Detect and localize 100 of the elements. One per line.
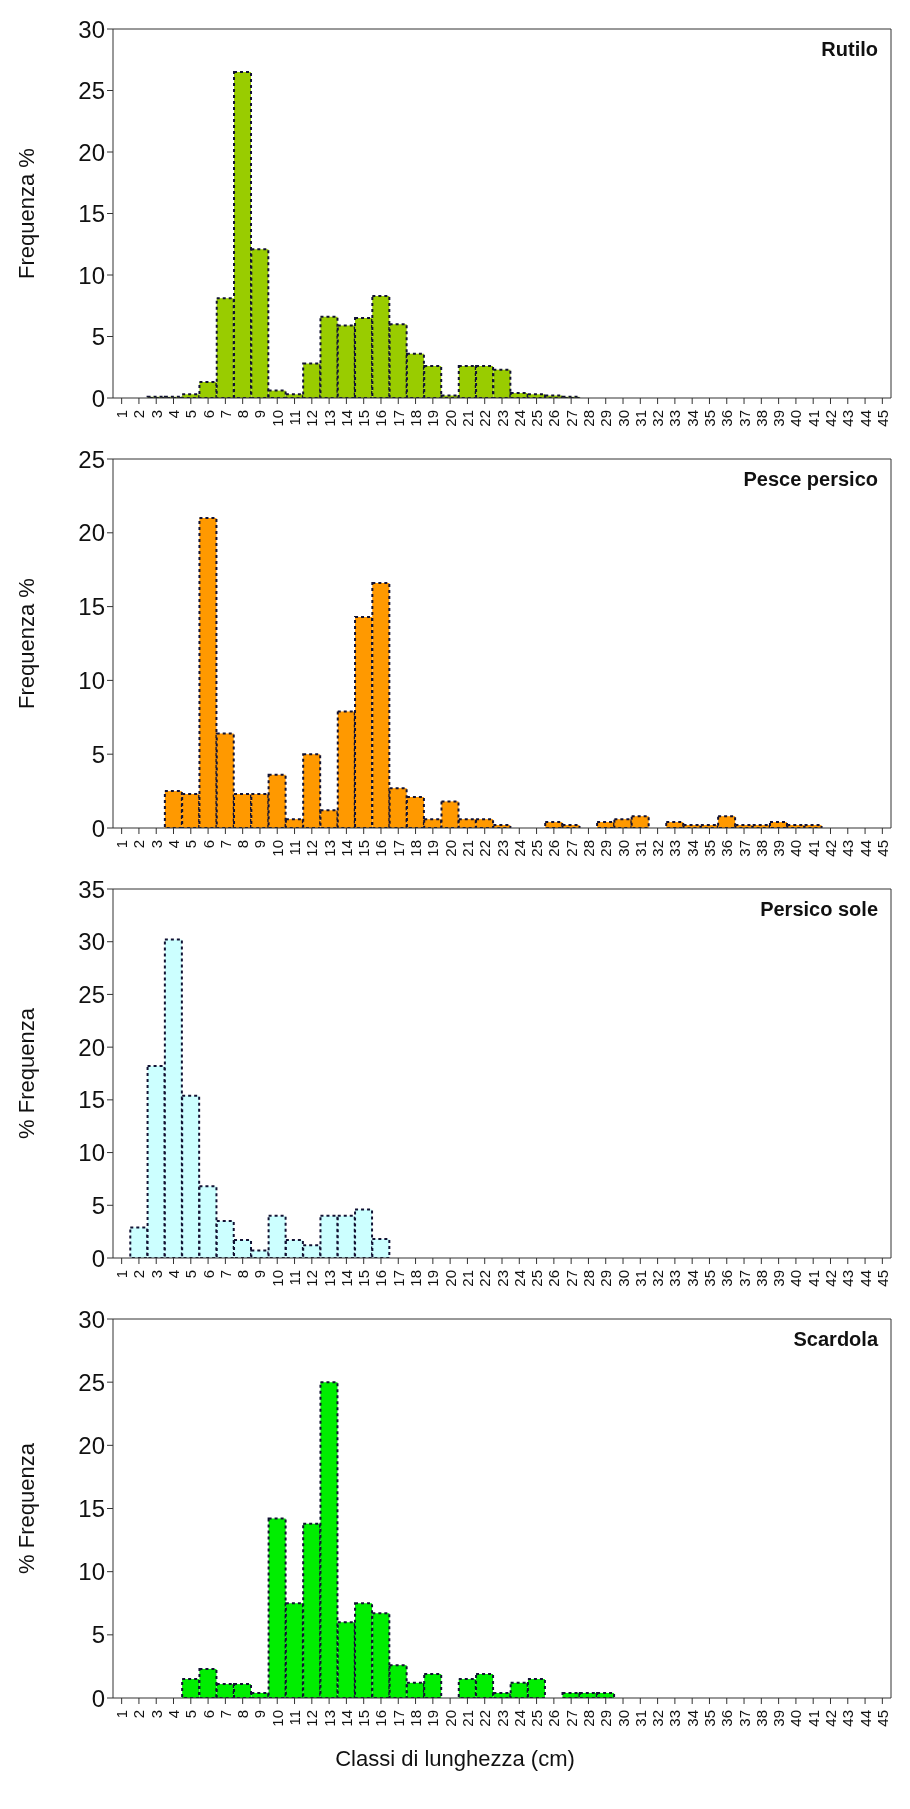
x-tick-label: 26 <box>545 840 563 857</box>
x-tick-label: 36 <box>718 1270 736 1287</box>
y-tick-label: 0 <box>91 1684 105 1712</box>
x-tick-label: 32 <box>649 410 667 427</box>
x-tick-label: 7 <box>216 1710 234 1719</box>
x-tick-label: 23 <box>493 410 511 427</box>
x-tick-label: 29 <box>597 840 615 857</box>
x-tick-label: 27 <box>562 1710 580 1727</box>
x-tick-label: 27 <box>562 840 580 857</box>
x-tick-label: 1 <box>113 1710 131 1719</box>
x-tick-label: 6 <box>199 840 217 849</box>
x-tick-label: 34 <box>683 1710 701 1727</box>
x-tick-label: 18 <box>407 1270 425 1287</box>
y-tick-label: 20 <box>78 1431 105 1459</box>
x-tick-label: 9 <box>251 410 269 419</box>
chart-title: Scardola <box>793 1328 878 1351</box>
x-tick-label: 41 <box>804 1270 822 1287</box>
y-axis-title: Frequenza % <box>13 578 39 709</box>
x-tick-label: 3 <box>147 840 165 849</box>
y-tick-label: 10 <box>78 666 105 694</box>
x-tick-label: 7 <box>216 840 234 849</box>
x-tick-label: 40 <box>787 1710 805 1727</box>
x-tick-label: 12 <box>303 1270 321 1287</box>
x-tick-label: 38 <box>752 1270 770 1287</box>
x-tick-label: 10 <box>268 1270 286 1287</box>
x-tick-label: 22 <box>476 410 494 427</box>
x-tick-label: 20 <box>441 1270 459 1287</box>
x-tick-label: 2 <box>130 1270 148 1279</box>
x-tick-label: 24 <box>510 1710 528 1727</box>
y-tick-label: 20 <box>78 138 105 166</box>
x-tick-label: 12 <box>303 410 321 427</box>
x-tick-label: 11 <box>286 410 304 426</box>
x-tick-label: 38 <box>752 1710 770 1727</box>
x-tick-label: 34 <box>683 840 701 857</box>
x-tick-label: 24 <box>510 840 528 857</box>
x-tick-label: 33 <box>666 1710 684 1727</box>
x-tick-label: 20 <box>441 410 459 427</box>
x-tick-label: 25 <box>528 410 546 427</box>
x-tick-label: 33 <box>666 840 684 857</box>
x-tick-label: 17 <box>389 1710 407 1727</box>
x-tick-label: 15 <box>355 840 373 857</box>
x-tick-label: 17 <box>389 410 407 427</box>
x-tick-label: 5 <box>182 410 200 419</box>
y-tick-label: 25 <box>78 1368 105 1396</box>
x-tick-label: 34 <box>683 1270 701 1287</box>
x-tick-label: 30 <box>614 840 632 857</box>
y-tick-label: 25 <box>78 445 105 473</box>
y-tick-label: 0 <box>91 384 105 412</box>
x-tick-label: 13 <box>320 840 338 857</box>
x-tick-label: 43 <box>839 410 857 427</box>
x-tick-label: 4 <box>165 1710 183 1719</box>
y-tick-label: 5 <box>91 740 105 768</box>
x-tick-label: 21 <box>458 410 476 427</box>
x-tick-label: 32 <box>649 1270 667 1287</box>
y-tick-label: 15 <box>78 1086 105 1114</box>
x-tick-label: 35 <box>700 1270 718 1287</box>
y-tick-label: 0 <box>91 1244 105 1272</box>
x-axis-title: Classi di lunghezza (cm) <box>334 1746 576 1772</box>
x-tick-label: 6 <box>199 1270 217 1279</box>
x-tick-label: 36 <box>718 410 736 427</box>
x-tick-label: 45 <box>873 410 891 427</box>
x-tick-label: 13 <box>320 1710 338 1727</box>
x-tick-label: 26 <box>545 1270 563 1287</box>
x-tick-label: 3 <box>147 1710 165 1719</box>
x-tick-label: 34 <box>683 410 701 427</box>
y-tick-label: 15 <box>78 200 105 228</box>
x-tick-label: 42 <box>821 1710 839 1727</box>
x-tick-label: 23 <box>493 1270 511 1287</box>
x-tick-label: 22 <box>476 1710 494 1727</box>
x-tick-label: 20 <box>441 840 459 857</box>
x-tick-label: 39 <box>770 1710 788 1727</box>
x-tick-label: 17 <box>389 840 407 857</box>
x-tick-label: 8 <box>234 1270 252 1279</box>
x-tick-label: 25 <box>528 1270 546 1287</box>
x-tick-label: 2 <box>130 410 148 419</box>
x-tick-label: 4 <box>165 1270 183 1279</box>
x-tick-label: 7 <box>216 410 234 419</box>
x-tick-label: 25 <box>528 1710 546 1727</box>
x-tick-label: 8 <box>234 840 252 849</box>
x-tick-label: 7 <box>216 1270 234 1279</box>
x-tick-label: 5 <box>182 1270 200 1279</box>
x-tick-label: 16 <box>372 1710 390 1727</box>
x-tick-label: 36 <box>718 840 736 857</box>
x-tick-label: 35 <box>700 410 718 427</box>
y-tick-label: 25 <box>78 77 105 105</box>
x-tick-label: 14 <box>337 410 355 427</box>
x-tick-label: 16 <box>372 1270 390 1287</box>
x-tick-label: 11 <box>286 840 304 856</box>
x-tick-label: 42 <box>821 1270 839 1287</box>
x-tick-label: 9 <box>251 840 269 849</box>
x-tick-label: 4 <box>165 840 183 849</box>
x-tick-label: 40 <box>787 840 805 857</box>
x-tick-label: 12 <box>303 1710 321 1727</box>
x-tick-label: 41 <box>804 1710 822 1727</box>
y-tick-label: 5 <box>91 1191 105 1219</box>
x-tick-label: 32 <box>649 1710 667 1727</box>
x-tick-label: 14 <box>337 840 355 857</box>
x-tick-label: 19 <box>424 410 442 427</box>
x-tick-label: 33 <box>666 1270 684 1287</box>
y-tick-label: 10 <box>78 1139 105 1167</box>
